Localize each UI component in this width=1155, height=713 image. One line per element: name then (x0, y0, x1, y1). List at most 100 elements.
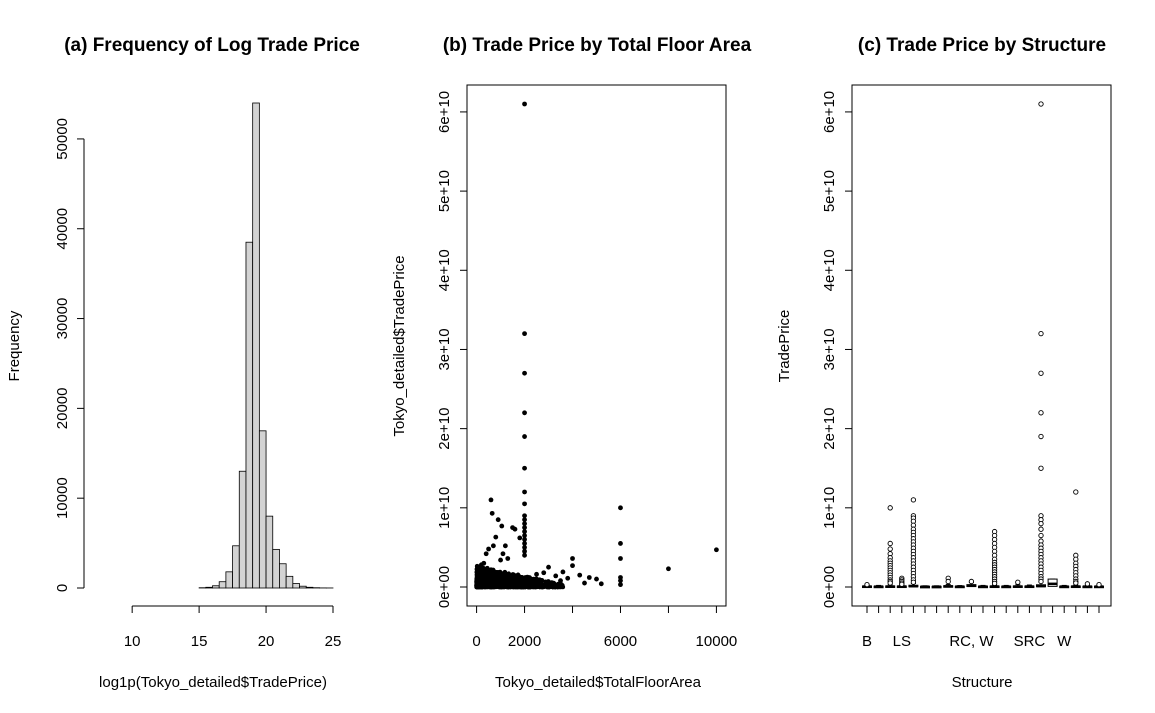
box-outlier (864, 581, 870, 588)
box-outlier (1038, 532, 1044, 539)
y-tick-label: 10000 (54, 477, 71, 519)
x-tick-label: 6000 (604, 633, 637, 650)
scatter-point (493, 534, 499, 540)
histogram-bar (258, 430, 267, 589)
scatter-point (486, 546, 491, 552)
scatter-point (577, 572, 583, 578)
scatter-point (551, 580, 556, 586)
box-outlier (910, 497, 917, 503)
scatter-point (520, 578, 526, 583)
box-outlier (1084, 581, 1091, 587)
x-tick-label: 10 (124, 633, 141, 650)
scatter-point (482, 572, 487, 577)
box-outlier (991, 580, 998, 587)
box-outlier (1073, 580, 1079, 586)
x-tick-label: B (862, 633, 872, 650)
scatter-point (618, 556, 623, 561)
boxplot-y-label: TradePrice (776, 310, 793, 383)
scatter-point (498, 572, 503, 577)
scatter-point (490, 543, 496, 549)
histogram-bar (212, 585, 220, 589)
scatter-point (506, 573, 512, 579)
scatter-point (541, 570, 547, 576)
y-tick-label: 50000 (54, 118, 71, 160)
box-outlier (1038, 433, 1044, 440)
scatter-point (522, 541, 527, 546)
scatter-point (511, 582, 516, 588)
scatter-point (522, 370, 527, 376)
scatter-point (526, 575, 532, 580)
scatter-point (489, 510, 495, 516)
x-tick-label: RC, W (949, 633, 994, 650)
y-tick-label: 6e+10 (821, 91, 838, 133)
scatter-point (499, 523, 505, 529)
scatter-point (474, 578, 479, 583)
scatter-point (539, 583, 545, 589)
scatter-point (480, 583, 486, 588)
y-tick-label: 1e+10 (821, 487, 838, 529)
box-outlier (910, 579, 917, 585)
x-tick-label: 10000 (696, 633, 738, 650)
y-tick-label: 30000 (54, 298, 71, 340)
box-outlier (1015, 579, 1021, 585)
scatter-point (522, 529, 527, 534)
histogram-title: (a) Frequency of Log Trade Price (64, 35, 360, 56)
scatter-point (598, 581, 604, 587)
scatter-point (495, 517, 501, 523)
x-tick-label: 15 (191, 633, 208, 650)
scatter-point (517, 574, 523, 580)
scatter-plot-box (466, 84, 727, 607)
box-outlier (1073, 489, 1079, 495)
scatter-point (522, 331, 527, 337)
scatter-point (522, 465, 527, 471)
scatter-point (483, 551, 489, 557)
scatter-point (534, 571, 539, 577)
box-outlier (887, 505, 893, 511)
boxplot-x-label: Structure (952, 674, 1013, 691)
scatter-x-label: Tokyo_detailed$TotalFloorArea (495, 674, 702, 691)
scatter-point (511, 578, 517, 583)
scatter-point (505, 556, 511, 561)
scatter-point (477, 569, 483, 575)
scatter-point (618, 541, 623, 546)
box-outlier (1038, 410, 1044, 416)
y-tick-label: 20000 (54, 388, 71, 430)
scatter-point (517, 584, 523, 590)
histogram-bar (272, 548, 280, 589)
scatter-point (714, 547, 719, 553)
scatter-point (522, 552, 527, 558)
scatter-point (594, 576, 599, 582)
scatter-point (501, 572, 507, 578)
scatter-point (546, 564, 551, 570)
scatter-point (586, 575, 592, 580)
histogram-bar (265, 515, 274, 589)
scatter-axes: 0 2000 6000 10000 0e+00 1e+10 2e+10 3e+10 4e+10 5… (436, 91, 737, 650)
scatter-point (522, 410, 527, 416)
y-tick-label: 0e+00 (821, 566, 838, 608)
histogram-bar (299, 585, 307, 589)
scatter-point (487, 574, 492, 579)
histogram-bar (218, 581, 227, 589)
scatter-point (582, 580, 587, 586)
y-tick-label: 2e+10 (436, 408, 453, 450)
histogram-axes: 10 15 20 25 0 10000 20000 30000 40000 50000 (54, 118, 341, 650)
scatter-point (512, 526, 518, 532)
scatter-point (522, 489, 527, 495)
boxplot-axes: 0e+00 1e+10 2e+10 3e+10 4e+10 5e+10 6e+10 B LS RC… (821, 91, 1100, 650)
box-outlier (1038, 370, 1044, 376)
boxplot-boxes (862, 101, 1104, 589)
scatter-point (492, 569, 498, 575)
scatter-point (536, 577, 542, 583)
boxplot-panel: (c) Trade Price by Structure Structure T… (776, 35, 1112, 691)
scatter-point (528, 584, 533, 589)
scatter-point (618, 505, 623, 511)
histogram-bar (285, 575, 294, 589)
scatter-point (522, 101, 527, 107)
scatter-point (474, 583, 480, 588)
scatter-point (522, 434, 527, 439)
y-tick-label: 0e+00 (436, 566, 453, 608)
scatter-point (498, 557, 503, 563)
y-tick-label: 6e+10 (436, 91, 453, 133)
scatter-point (478, 574, 484, 580)
